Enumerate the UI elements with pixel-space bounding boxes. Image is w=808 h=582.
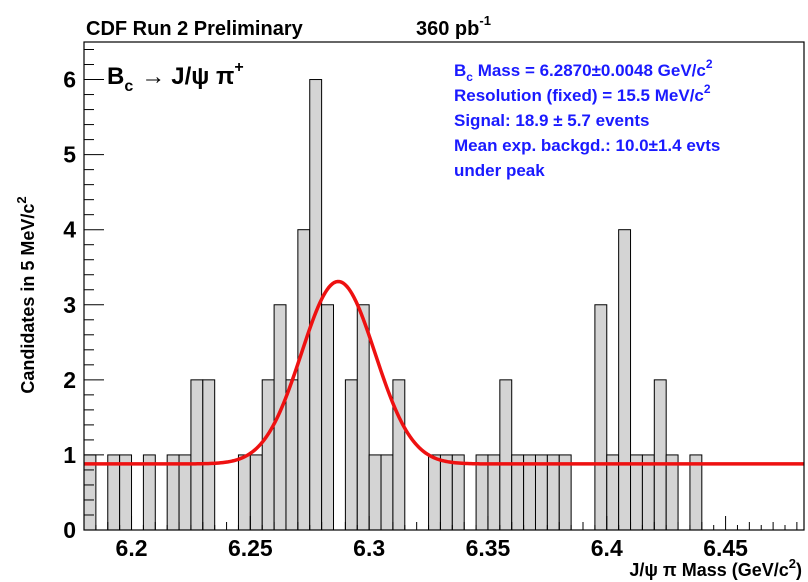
y-axis-title: Candidates in 5 MeV/c2 xyxy=(14,196,38,393)
y-tick-label: 2 xyxy=(63,367,76,393)
luminosity-value: 360 pb xyxy=(416,18,479,40)
histogram-bin xyxy=(297,229,311,531)
histogram-bin xyxy=(249,454,263,531)
stats-mass-b: B xyxy=(454,61,466,80)
histogram-bin xyxy=(107,454,121,531)
histogram-bin xyxy=(261,379,275,531)
histogram xyxy=(83,79,703,531)
x-tick-label: 6.4 xyxy=(591,535,623,561)
histogram-bin xyxy=(630,454,643,531)
axis-ticks: 6.2 6.25 6.3 6.35 6.4 6.45 0 1 2 3 4 5 6 xyxy=(63,49,798,561)
process-arrow: → xyxy=(141,63,165,90)
histogram-bin xyxy=(641,454,655,531)
stats-line-background: Mean exp. backgd.: 10.0±1.4 evts xyxy=(454,136,720,155)
x-axis-title-text: J/ψ π Mass (GeV/c xyxy=(629,560,788,580)
x-tick-label: 6.25 xyxy=(228,535,273,561)
x-tick-label: 6.45 xyxy=(703,535,748,561)
stats-mass-text: Mass = 6.2870±0.0048 GeV/c xyxy=(473,61,706,80)
stats-line-signal: Signal: 18.9 ± 5.7 events xyxy=(454,111,649,130)
luminosity-exponent: -1 xyxy=(479,13,491,28)
stats-line-mass: Bc Mass = 6.2870±0.0048 GeV/c2 xyxy=(454,57,713,84)
x-tick-label: 6.35 xyxy=(466,535,511,561)
histogram-bin xyxy=(428,454,441,531)
x-tick-label: 6.3 xyxy=(353,535,385,561)
process-b-sub: c xyxy=(124,78,133,95)
histogram-bin xyxy=(368,454,382,531)
histogram-bin xyxy=(653,379,667,531)
histogram-bin xyxy=(237,454,251,531)
histogram-bin xyxy=(166,454,180,531)
luminosity-label: 360 pb-1 xyxy=(416,13,491,40)
y-tick-label: 1 xyxy=(63,442,76,468)
histogram-bin xyxy=(618,229,632,531)
x-axis-title-sup: 2 xyxy=(789,556,796,571)
histogram-bin xyxy=(451,454,465,531)
y-tick-label: 3 xyxy=(63,292,76,318)
x-axis-title-end: ) xyxy=(796,560,802,580)
histogram-bin xyxy=(380,454,394,531)
histogram-bin xyxy=(439,454,453,531)
x-axis-title: J/ψ π Mass (GeV/c2) xyxy=(629,556,802,580)
y-axis-title-text: Candidates in 5 MeV/c xyxy=(18,204,38,394)
histogram-bin xyxy=(511,454,525,531)
histogram-bin xyxy=(119,454,133,531)
histogram-bin xyxy=(534,454,548,531)
histogram-bin xyxy=(321,304,335,531)
histogram-bin xyxy=(499,379,513,531)
histogram-bin xyxy=(356,304,370,531)
y-tick-label: 0 xyxy=(63,517,76,543)
process-label: Bc → J/ψ π+ xyxy=(107,59,244,95)
y-tick-label: 6 xyxy=(63,67,76,93)
histogram-bin xyxy=(142,454,156,531)
histogram-bin xyxy=(285,379,299,531)
y-tick-label: 4 xyxy=(63,217,76,243)
process-rest: J/ψ π xyxy=(171,63,234,90)
stats-line-resolution: Resolution (fixed) = 15.5 MeV/c2 xyxy=(454,82,711,105)
stats-resolution-sup: 2 xyxy=(704,82,711,96)
fit-curve xyxy=(84,279,804,466)
histogram-bin xyxy=(83,454,97,531)
stats-mass-sub: c xyxy=(466,70,473,84)
histogram-bin xyxy=(558,454,572,531)
process-b: B xyxy=(107,63,124,90)
histogram-bin xyxy=(606,454,620,531)
stats-resolution-text: Resolution (fixed) = 15.5 MeV/c xyxy=(454,86,704,105)
stats-line-under-peak: under peak xyxy=(454,161,545,180)
histogram-bin xyxy=(202,379,216,531)
histogram-bin xyxy=(546,454,560,531)
histogram-bin xyxy=(487,454,501,531)
histogram-bin xyxy=(190,379,204,531)
histogram-bin xyxy=(344,379,358,531)
stats-mass-sup: 2 xyxy=(706,57,713,71)
histogram-bin xyxy=(178,454,192,531)
histogram-bin xyxy=(392,379,406,531)
x-tick-label: 6.2 xyxy=(116,535,148,561)
histogram-bin xyxy=(475,454,489,531)
y-tick-label: 5 xyxy=(63,142,76,168)
y-axis-title-sup: 2 xyxy=(14,196,29,203)
process-sup: + xyxy=(234,59,243,76)
histogram-bin xyxy=(523,454,536,531)
experiment-label: CDF Run 2 Preliminary xyxy=(86,18,304,40)
histogram-bin xyxy=(594,304,608,531)
histogram-bin xyxy=(665,454,679,531)
plot-frame xyxy=(83,41,805,531)
histogram-bin xyxy=(689,454,703,531)
